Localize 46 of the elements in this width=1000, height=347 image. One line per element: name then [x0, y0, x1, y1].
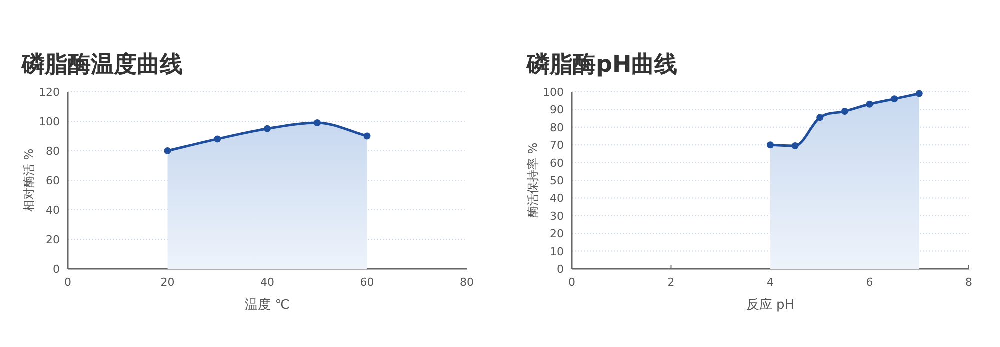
x-tick-label: 2	[668, 276, 675, 289]
x-tick-label: 40	[260, 276, 274, 289]
x-tick-label: 60	[360, 276, 374, 289]
point	[916, 90, 923, 98]
x-tick-label: 4	[767, 276, 774, 289]
point	[264, 125, 271, 132]
x-tick-label: 0	[568, 276, 576, 289]
y-tick-label: 100	[543, 86, 564, 99]
y-tick-label: 90	[550, 104, 564, 117]
point	[767, 142, 774, 149]
point	[891, 96, 898, 103]
point	[164, 148, 172, 154]
point	[214, 136, 222, 143]
y-tick-label: 40	[46, 204, 60, 217]
point	[792, 142, 799, 150]
x-axis-title: 反应 pH	[746, 297, 795, 313]
x-axis-title: 温度 ℃	[245, 297, 290, 313]
x-tick-label: 20	[160, 276, 175, 289]
point	[841, 108, 848, 115]
y-tick-label: 60	[46, 174, 60, 188]
y-axis-title: 相对酶活 %	[22, 148, 36, 212]
y-tick-label: 70	[550, 139, 564, 152]
y-tick-label: 0	[53, 263, 60, 276]
y-tick-label: 40	[550, 192, 564, 206]
chart-title: 磷脂酶pH曲线	[526, 52, 678, 78]
y-tick-label: 80	[46, 145, 60, 158]
x-tick-label: 8	[966, 276, 972, 289]
y-tick-label: 0	[557, 263, 564, 276]
chart-title: 磷脂酶温度曲线	[21, 51, 183, 78]
y-tick-label: 100	[39, 116, 60, 128]
y-tick-label: 30	[550, 210, 564, 223]
y-axis-title: 酶活保持率 %	[526, 142, 540, 218]
y-tick-label: 120	[39, 86, 60, 99]
y-tick-label: 80	[550, 121, 564, 134]
x-tick-label: 6	[866, 276, 874, 289]
point	[364, 132, 371, 140]
point	[314, 119, 321, 126]
point	[816, 114, 824, 122]
y-tick-label: 20	[550, 228, 564, 241]
point	[866, 100, 874, 108]
y-tick-label: 50	[550, 174, 564, 188]
x-tick-label: 80	[460, 276, 474, 289]
y-tick-label: 60	[550, 156, 564, 170]
y-tick-label: 20	[46, 234, 60, 246]
y-tick-label: 10	[550, 245, 564, 258]
x-tick-label: 0	[64, 276, 72, 289]
